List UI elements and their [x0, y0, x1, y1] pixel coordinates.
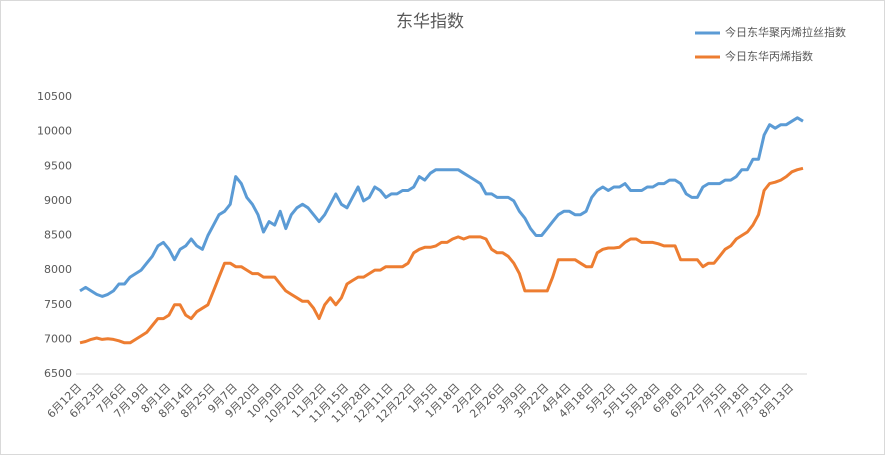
y-tick-label: 6500	[44, 367, 72, 380]
series-line	[79, 116, 804, 298]
series-line	[79, 166, 804, 345]
y-tick-label: 7500	[44, 298, 72, 311]
y-tick-label: 10000	[37, 125, 72, 138]
y-tick-label: 9000	[44, 194, 72, 207]
y-tick-label: 8000	[44, 263, 72, 276]
legend-label: 今日东华聚丙烯拉丝指数	[725, 25, 846, 39]
legend-label: 今日东华丙烯指数	[725, 49, 813, 63]
chart-title: 东华指数	[396, 12, 464, 32]
y-tick-label: 10500	[37, 90, 72, 103]
y-tick-label: 8500	[44, 229, 72, 242]
y-tick-label: 7000	[44, 332, 72, 345]
y-tick-label: 9500	[44, 159, 72, 172]
